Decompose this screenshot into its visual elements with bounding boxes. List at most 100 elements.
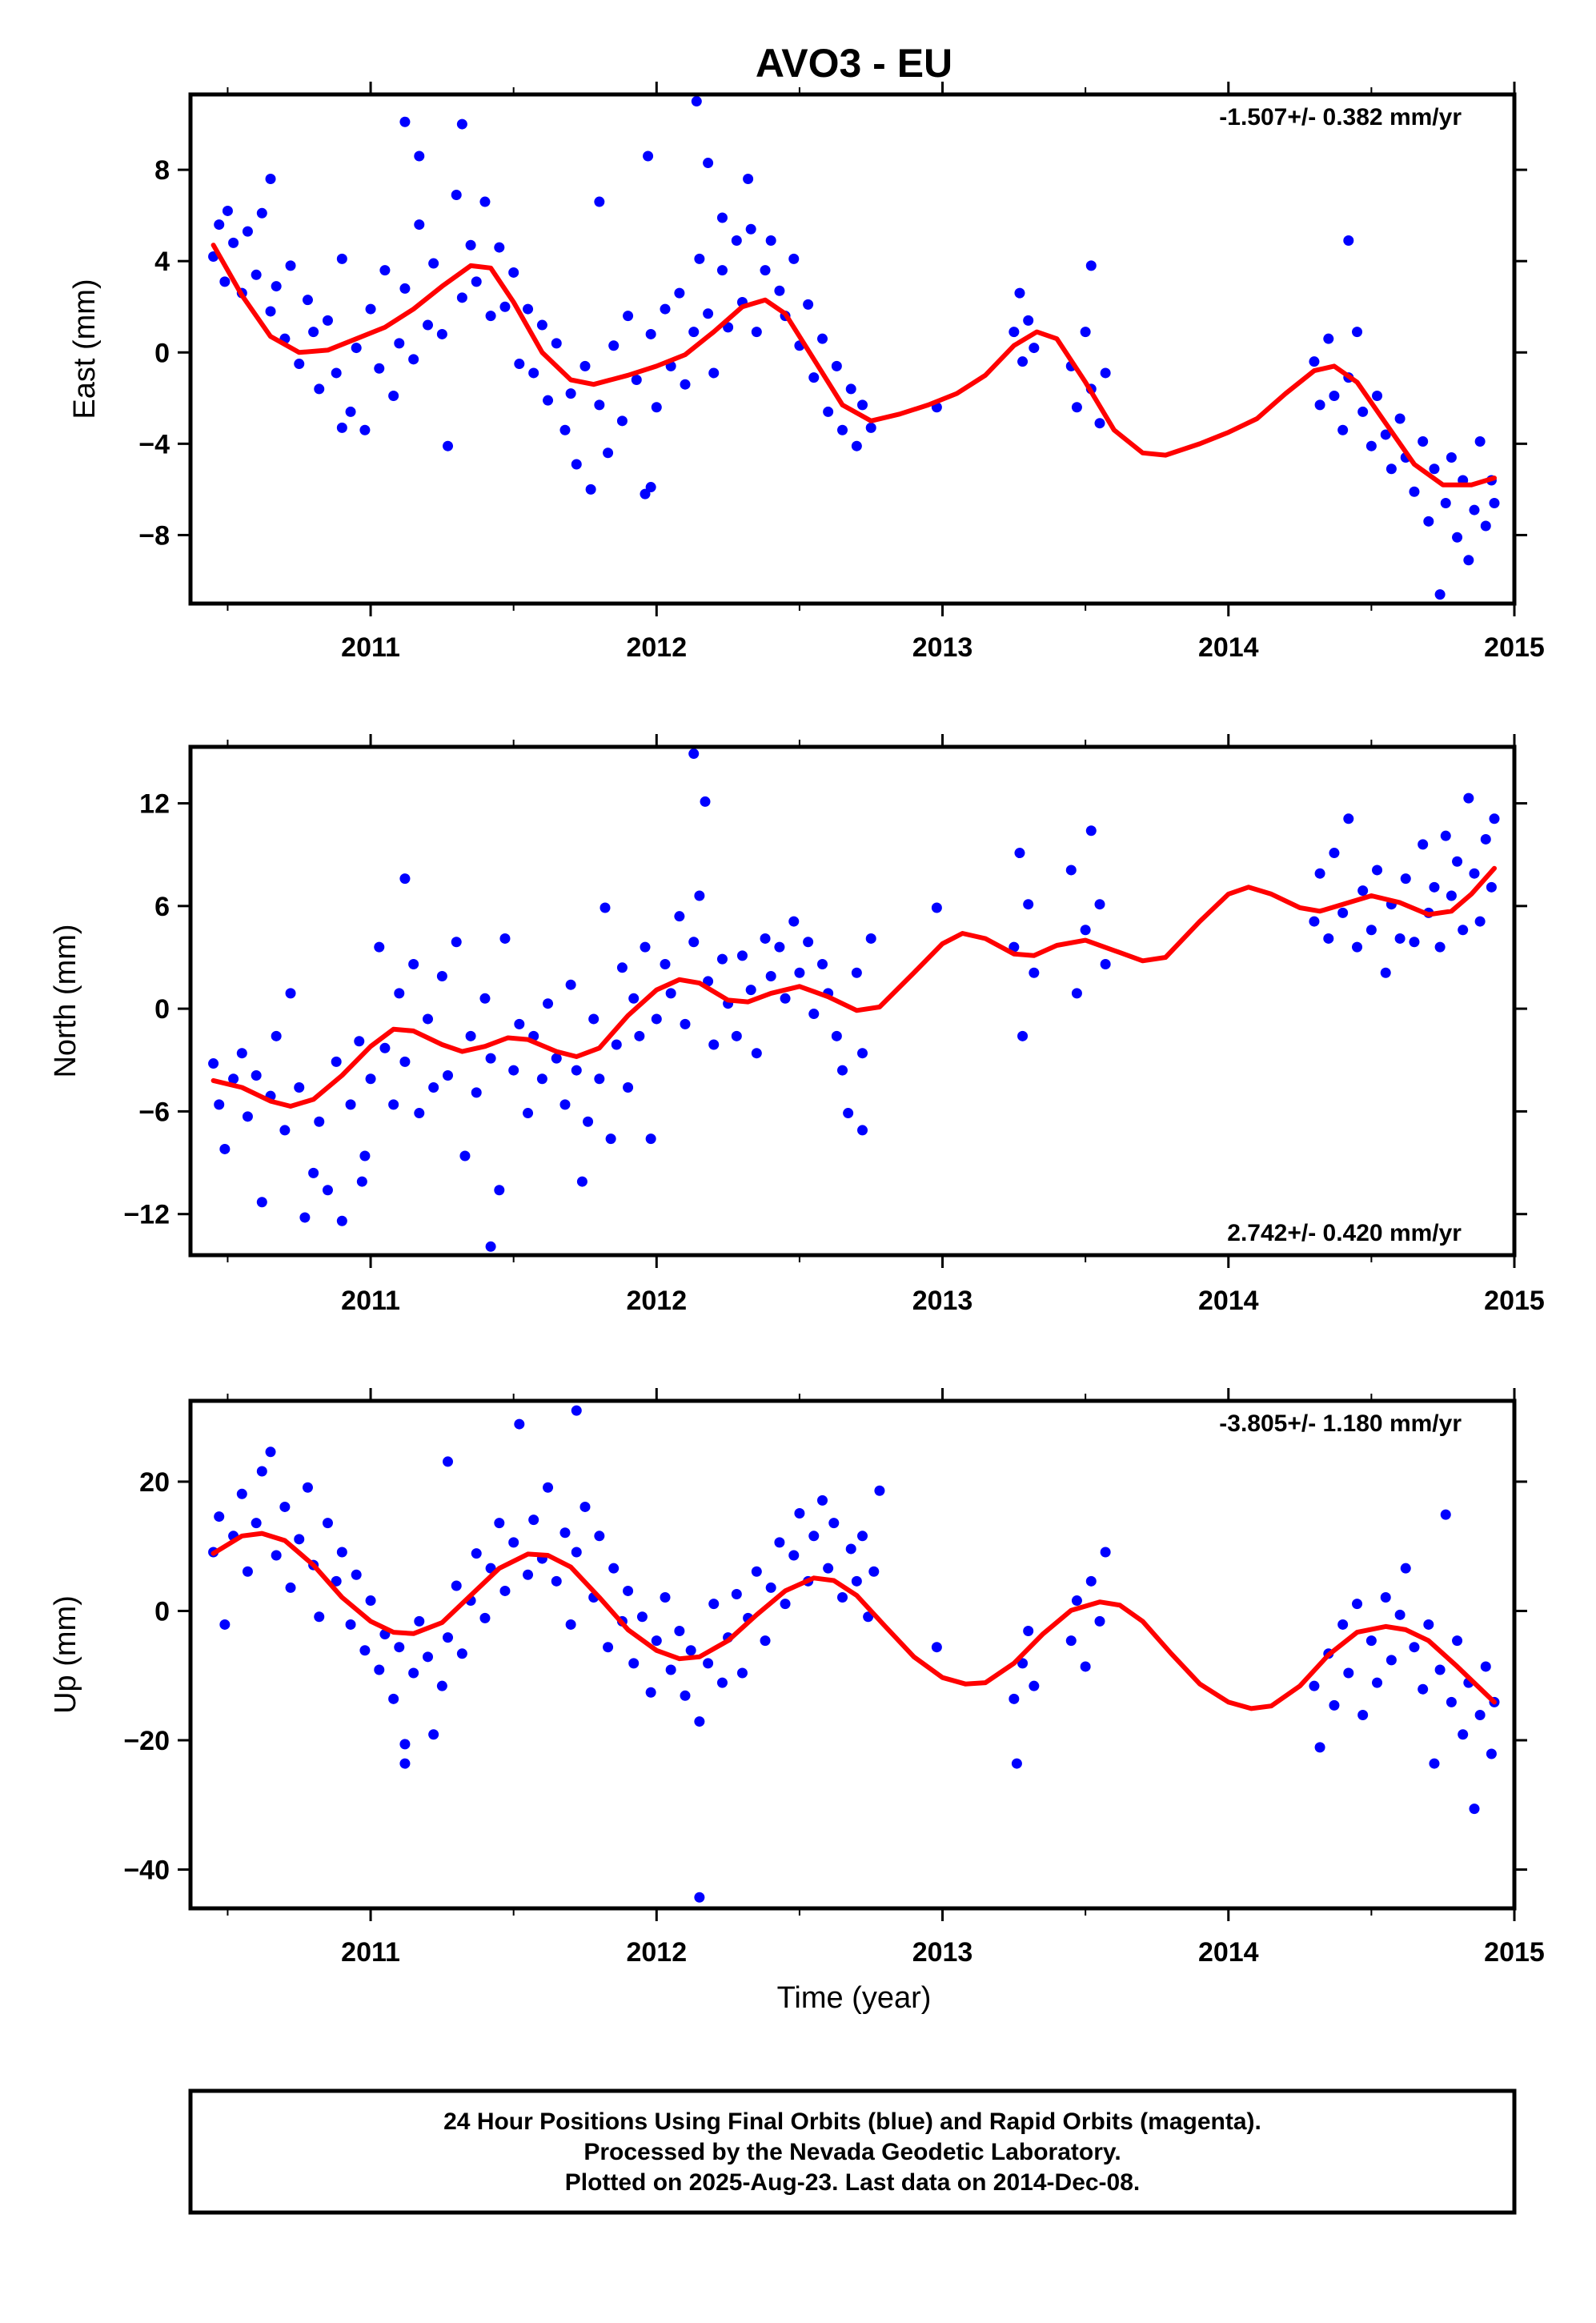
- east-data-point: [399, 283, 411, 294]
- up-data-point: [345, 1619, 356, 1630]
- north-y-tick-label: −12: [123, 1200, 170, 1230]
- east-data-point: [1017, 356, 1029, 367]
- up-data-point: [1352, 1599, 1363, 1610]
- up-data-point: [394, 1642, 405, 1653]
- north-data-point: [634, 1030, 645, 1041]
- north-data-point: [640, 941, 651, 953]
- east-data-point: [379, 265, 391, 276]
- north-data-point: [299, 1212, 311, 1223]
- north-data-point: [1337, 907, 1349, 918]
- up-data-point: [828, 1518, 840, 1529]
- east-y-tick-label: −8: [138, 520, 170, 551]
- east-data-point: [256, 207, 267, 219]
- east-data-point: [645, 328, 656, 339]
- north-data-point: [588, 1013, 600, 1025]
- north-data-point: [674, 911, 685, 922]
- east-data-point: [265, 174, 276, 185]
- east-data-point: [336, 422, 347, 433]
- east-data-point: [436, 328, 447, 339]
- north-data-point: [1029, 967, 1040, 978]
- east-data-point: [423, 319, 434, 331]
- up-data-point: [388, 1693, 399, 1704]
- east-data-point: [603, 447, 614, 459]
- up-data-point: [603, 1642, 614, 1653]
- east-data-point: [616, 415, 628, 427]
- east-data-point: [1085, 260, 1097, 271]
- east-data-point: [451, 189, 462, 200]
- north-data-point: [565, 979, 576, 990]
- north-x-tick-label: 2014: [1198, 1286, 1259, 1316]
- north-data-point: [628, 993, 640, 1004]
- east-data-point: [1385, 463, 1397, 475]
- up-data-point: [1480, 1661, 1491, 1672]
- up-data-point: [608, 1563, 620, 1574]
- north-data-point: [499, 933, 511, 944]
- north-data-point: [279, 1125, 291, 1136]
- up-data-point: [623, 1585, 634, 1596]
- north-data-point: [583, 1116, 594, 1127]
- east-data-point: [760, 265, 771, 276]
- up-plot-area: [208, 1405, 1500, 1903]
- north-data-point: [808, 1009, 820, 1020]
- up-data-point: [365, 1595, 376, 1607]
- east-data-point: [228, 237, 239, 248]
- up-data-point: [256, 1466, 267, 1477]
- east-fit-line: [211, 243, 1497, 487]
- north-data-point: [616, 962, 628, 973]
- up-data-point: [314, 1611, 325, 1623]
- north-data-point: [536, 1073, 547, 1085]
- up-data-point: [708, 1599, 720, 1610]
- up-rate-label: -3.805+/- 1.180 mm/yr: [1219, 1410, 1462, 1437]
- east-x-tick-label: 2011: [341, 632, 400, 663]
- up-data-point: [302, 1482, 313, 1493]
- north-data-point: [765, 970, 776, 981]
- up-data-point: [1100, 1547, 1111, 1558]
- up-data-point: [1380, 1592, 1391, 1603]
- up-data-point: [428, 1729, 439, 1740]
- up-data-point: [674, 1626, 685, 1637]
- up-data-point: [1446, 1696, 1457, 1707]
- north-data-point: [1418, 839, 1429, 850]
- legend-line-3: Plotted on 2025-Aug-23. Last data on 201…: [565, 2169, 1141, 2196]
- up-data-point: [579, 1501, 591, 1512]
- up-data-point: [251, 1518, 262, 1529]
- east-data-point: [456, 292, 467, 303]
- east-data-point: [1434, 589, 1446, 600]
- north-data-point: [836, 1065, 848, 1076]
- east-data-point: [1014, 287, 1025, 299]
- up-data-point: [1486, 1748, 1497, 1759]
- north-data-point: [645, 1133, 656, 1145]
- north-data-point: [543, 998, 554, 1009]
- up-data-point: [636, 1611, 648, 1623]
- up-data-point: [1385, 1655, 1397, 1666]
- east-data-point: [1480, 520, 1491, 532]
- north-data-point: [1440, 830, 1451, 841]
- north-rate-label: 2.742+/- 0.420 mm/yr: [1227, 1220, 1462, 1246]
- east-data-point: [351, 343, 362, 354]
- up-data-point: [543, 1482, 554, 1493]
- east-data-point: [414, 150, 425, 162]
- east-data-point: [608, 340, 620, 351]
- north-data-point: [523, 1108, 534, 1119]
- east-data-point: [1380, 429, 1391, 440]
- north-data-point: [356, 1176, 367, 1187]
- up-data-point: [1085, 1575, 1097, 1587]
- up-data-point: [443, 1456, 454, 1467]
- east-data-point: [865, 422, 876, 433]
- east-data-point: [465, 239, 476, 251]
- north-y-axis-label: North (mm): [49, 924, 82, 1077]
- north-data-point: [308, 1167, 319, 1178]
- up-y-tick-label: 0: [154, 1596, 170, 1627]
- north-data-point: [1489, 813, 1500, 824]
- up-data-point: [1009, 1693, 1020, 1704]
- north-data-point: [843, 1108, 854, 1119]
- legend-line-1: 24 Hour Positions Using Final Orbits (bl…: [443, 2108, 1261, 2135]
- east-data-point: [651, 402, 662, 413]
- north-data-point: [1314, 868, 1325, 879]
- east-data-point: [336, 253, 347, 264]
- up-data-point: [736, 1667, 748, 1679]
- east-data-point: [694, 253, 705, 264]
- up-data-point: [414, 1615, 425, 1627]
- east-data-point: [1329, 390, 1340, 401]
